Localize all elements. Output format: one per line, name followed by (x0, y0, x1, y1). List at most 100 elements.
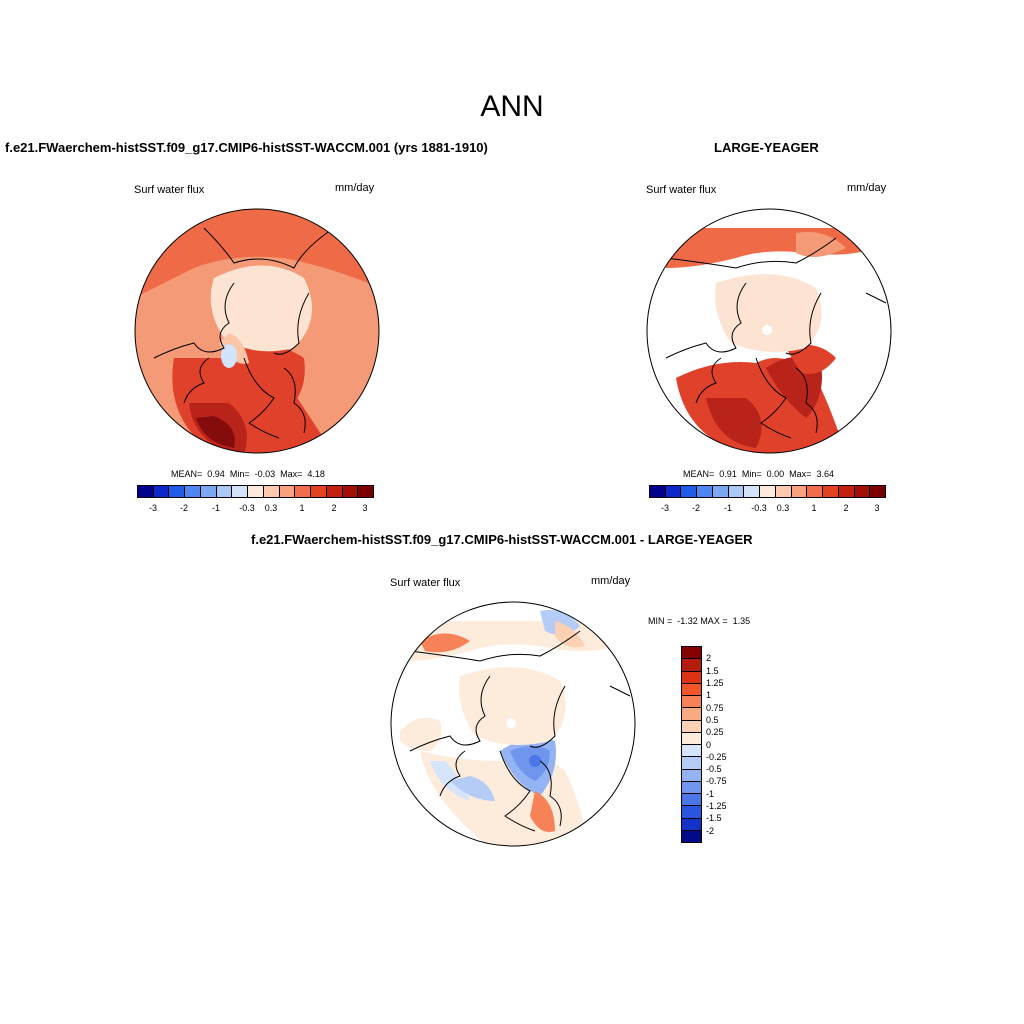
ref-stats: MEAN= 0.91 Min= 0.00 Max= 3.64 (683, 469, 834, 479)
colorbar-tick-label: -0.5 (706, 764, 722, 775)
test-colorbar (137, 485, 374, 498)
test-variable-label: Surf water flux (134, 184, 205, 196)
colorbar-swatch (682, 818, 701, 831)
colorbar-swatch (153, 486, 170, 497)
colorbar-swatch (791, 486, 808, 497)
colorbar-swatch (807, 486, 824, 497)
colorbar-swatch (697, 486, 713, 497)
colorbar-tick-label: 0.75 (706, 702, 724, 713)
colorbar-swatch (665, 486, 682, 497)
colorbar-tick-label: -0.3 (751, 503, 767, 513)
colorbar-swatch (200, 486, 217, 497)
test-panel-title: f.e21.FWaerchem-histSST.f09_g17.CMIP6-hi… (5, 140, 488, 155)
colorbar-swatch (760, 486, 776, 497)
test-max-label: Max= (280, 469, 303, 479)
colorbar-swatch (185, 486, 201, 497)
colorbar-swatch (216, 486, 233, 497)
colorbar-swatch (681, 486, 698, 497)
colorbar-swatch (342, 486, 359, 497)
colorbar-tick-label: -1.5 (706, 813, 722, 824)
colorbar-tick-label: -1 (706, 788, 715, 799)
ref-variable-label: Surf water flux (646, 184, 717, 196)
colorbar-tick-label: -2 (691, 503, 701, 513)
colorbar-swatch (682, 806, 701, 819)
colorbar-tick-label: -1.25 (706, 801, 727, 812)
colorbar-swatch (682, 708, 701, 721)
test-stats: MEAN= 0.94 Min= -0.03 Max= 4.18 (171, 469, 325, 479)
colorbar-tick-label: -1 (723, 503, 733, 513)
test-polar-map (134, 208, 380, 454)
diff-units-label: mm/day (591, 575, 631, 587)
ref-colorbar (649, 485, 886, 498)
ref-mean-label: MEAN= (683, 469, 715, 479)
colorbar-swatch (712, 486, 729, 497)
colorbar-swatch (728, 486, 745, 497)
colorbar-tick-label: 1 (706, 690, 712, 701)
test-units-label: mm/day (335, 182, 375, 194)
diff-max-label: MAX = (700, 616, 728, 626)
colorbar-swatch (682, 647, 701, 660)
colorbar-swatch (682, 696, 701, 709)
ref-mean-value: 0.91 (719, 469, 737, 479)
colorbar-tick-label: -1 (211, 503, 221, 513)
diff-polar-map (390, 601, 636, 847)
colorbar-tick-label: 1.5 (706, 665, 719, 676)
colorbar-tick-label: 2 (706, 653, 712, 664)
colorbar-tick-label: -0.75 (706, 776, 727, 787)
colorbar-swatch (682, 794, 701, 807)
colorbar-tick-label: 3 (874, 503, 880, 513)
colorbar-swatch (682, 720, 701, 733)
colorbar-tick-label: 0.25 (706, 727, 724, 738)
colorbar-swatch (682, 683, 701, 696)
colorbar-swatch (682, 745, 701, 758)
colorbar-swatch (232, 486, 249, 497)
colorbar-swatch (138, 486, 154, 497)
diff-minmax: MIN = -1.32 MAX = 1.35 (648, 616, 750, 626)
colorbar-tick-label: -3 (148, 503, 158, 513)
colorbar-swatch (326, 486, 343, 497)
ref-min-label: Min= (741, 469, 762, 479)
colorbar-tick-label: 0.3 (776, 503, 790, 513)
diff-min-label: MIN = (648, 616, 673, 626)
colorbar-swatch (279, 486, 296, 497)
ref-units-label: mm/day (847, 182, 887, 194)
main-title: ANN (480, 90, 544, 123)
colorbar-swatch (854, 486, 871, 497)
colorbar-swatch (682, 671, 701, 684)
colorbar-tick-label: -2 (179, 503, 189, 513)
colorbar-tick-label: 1 (299, 503, 305, 513)
test-min-label: Min= (229, 469, 250, 479)
colorbar-swatch (169, 486, 186, 497)
colorbar-tick-label: -3 (660, 503, 670, 513)
test-min-value: -0.03 (254, 469, 276, 479)
colorbar-swatch (358, 486, 374, 497)
colorbar-tick-label: 1.25 (706, 677, 724, 688)
diff-panel-title: f.e21.FWaerchem-histSST.f09_g17.CMIP6-hi… (251, 532, 753, 547)
colorbar-swatch (775, 486, 792, 497)
colorbar-swatch (311, 486, 327, 497)
colorbar-swatch (682, 830, 701, 842)
colorbar-tick-label: 0.5 (706, 714, 719, 725)
colorbar-swatch (682, 732, 701, 745)
colorbar-tick-label: 3 (362, 503, 368, 513)
colorbar-tick-label: 1 (811, 503, 817, 513)
colorbar-tick-label: -2 (706, 825, 715, 836)
colorbar-swatch (838, 486, 855, 497)
test-max-value: 4.18 (307, 469, 325, 479)
colorbar-tick-label: 2 (331, 503, 337, 513)
colorbar-swatch (682, 659, 701, 672)
diff-colorbar (681, 646, 702, 843)
colorbar-swatch (248, 486, 264, 497)
colorbar-tick-label: -0.25 (706, 751, 727, 762)
diff-variable-label: Surf water flux (390, 577, 461, 589)
colorbar-tick-label: 0.3 (264, 503, 278, 513)
ref-polar-map (646, 208, 892, 454)
colorbar-swatch (744, 486, 761, 497)
colorbar-swatch (870, 486, 886, 497)
colorbar-swatch (650, 486, 666, 497)
test-mean-value: 0.94 (207, 469, 225, 479)
colorbar-swatch (263, 486, 280, 497)
colorbar-tick-label: -0.3 (239, 503, 255, 513)
colorbar-tick-label: 0 (706, 739, 712, 750)
ref-panel-title: LARGE-YEAGER (714, 140, 819, 155)
